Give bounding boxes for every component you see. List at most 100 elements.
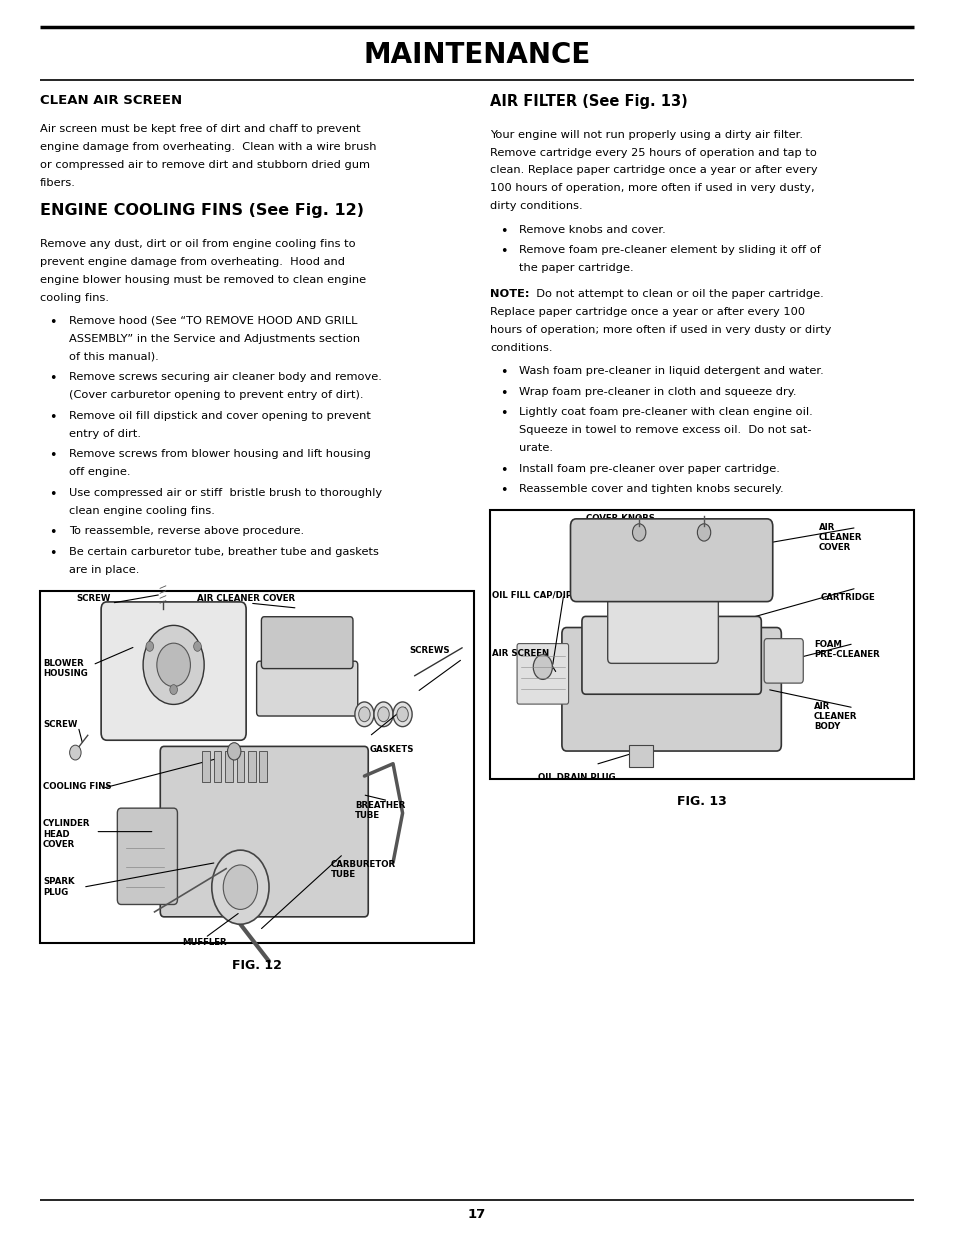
Text: SPARK
PLUG: SPARK PLUG	[43, 877, 74, 897]
Bar	[248, 751, 255, 782]
Text: NOTE:: NOTE:	[490, 289, 529, 299]
Circle shape	[156, 643, 191, 687]
Circle shape	[393, 701, 412, 726]
Text: •: •	[499, 408, 507, 420]
Text: •: •	[499, 246, 507, 258]
Text: •: •	[499, 366, 507, 379]
Text: Remove foam pre-cleaner element by sliding it off of: Remove foam pre-cleaner element by slidi…	[518, 246, 820, 256]
Text: engine blower housing must be removed to clean engine: engine blower housing must be removed to…	[40, 274, 366, 285]
Bar	[213, 751, 221, 782]
Circle shape	[193, 641, 201, 651]
Text: COOLING FINS: COOLING FINS	[43, 782, 112, 792]
Bar	[259, 751, 267, 782]
Text: ENGINE COOLING FINS (See Fig. 12): ENGINE COOLING FINS (See Fig. 12)	[40, 203, 364, 219]
Circle shape	[355, 701, 374, 726]
Text: AIR SCREEN: AIR SCREEN	[492, 648, 549, 657]
Text: Wash foam pre-cleaner in liquid detergent and water.: Wash foam pre-cleaner in liquid detergen…	[518, 366, 822, 375]
Circle shape	[170, 684, 177, 694]
Text: BREATHER
TUBE: BREATHER TUBE	[355, 800, 405, 820]
Bar	[628, 745, 652, 767]
Text: Remove screws securing air cleaner body and remove.: Remove screws securing air cleaner body …	[69, 372, 381, 383]
Text: are in place.: are in place.	[69, 564, 139, 574]
Circle shape	[632, 524, 645, 541]
Text: fibers.: fibers.	[40, 178, 76, 188]
FancyBboxPatch shape	[101, 601, 246, 740]
Text: MAINTENANCE: MAINTENANCE	[363, 41, 590, 69]
Text: FOAM
PRE-CLEANER: FOAM PRE-CLEANER	[813, 640, 879, 659]
Text: Replace paper cartridge once a year or after every 100: Replace paper cartridge once a year or a…	[490, 308, 804, 317]
Circle shape	[212, 850, 269, 924]
Text: •: •	[50, 372, 57, 385]
FancyBboxPatch shape	[160, 746, 368, 916]
Text: clean engine cooling fins.: clean engine cooling fins.	[69, 505, 214, 516]
Circle shape	[146, 641, 153, 651]
FancyBboxPatch shape	[117, 808, 177, 904]
Text: •: •	[499, 484, 507, 498]
Circle shape	[533, 655, 552, 679]
Text: urate.: urate.	[518, 443, 553, 453]
Circle shape	[396, 706, 408, 721]
Text: SCREW: SCREW	[76, 594, 111, 604]
Text: •: •	[50, 526, 57, 540]
FancyBboxPatch shape	[561, 627, 781, 751]
Circle shape	[358, 706, 370, 721]
Text: Air screen must be kept free of dirt and chaff to prevent: Air screen must be kept free of dirt and…	[40, 125, 360, 135]
Text: •: •	[50, 450, 57, 462]
Text: the paper cartridge.: the paper cartridge.	[518, 263, 633, 273]
Text: AIR
CLEANER
COVER: AIR CLEANER COVER	[818, 522, 862, 552]
Circle shape	[377, 706, 389, 721]
FancyBboxPatch shape	[607, 592, 718, 663]
Text: SCREW: SCREW	[43, 720, 77, 730]
Text: BLOWER
HOUSING: BLOWER HOUSING	[43, 658, 88, 678]
Bar	[40, 590, 474, 942]
Text: •: •	[50, 411, 57, 424]
Circle shape	[70, 745, 81, 760]
Text: conditions.: conditions.	[490, 343, 553, 353]
Circle shape	[223, 864, 257, 909]
Text: dirty conditions.: dirty conditions.	[490, 201, 582, 211]
Text: •: •	[50, 488, 57, 501]
Text: Reassemble cover and tighten knobs securely.: Reassemble cover and tighten knobs secur…	[518, 484, 782, 494]
FancyBboxPatch shape	[763, 638, 802, 683]
Circle shape	[143, 625, 204, 704]
Text: OIL FILL CAP/DIPSTICK: OIL FILL CAP/DIPSTICK	[492, 590, 600, 599]
Text: prevent engine damage from overheating.  Hood and: prevent engine damage from overheating. …	[40, 257, 345, 267]
Text: AIR CLEANER COVER: AIR CLEANER COVER	[197, 594, 295, 604]
Text: Install foam pre-cleaner over paper cartridge.: Install foam pre-cleaner over paper cart…	[518, 463, 779, 474]
Text: (Cover carburetor opening to prevent entry of dirt).: (Cover carburetor opening to prevent ent…	[69, 390, 363, 400]
Text: OIL DRAIN PLUG: OIL DRAIN PLUG	[537, 773, 615, 782]
FancyBboxPatch shape	[570, 519, 772, 601]
Text: To reassemble, reverse above procedure.: To reassemble, reverse above procedure.	[69, 526, 303, 536]
Text: GASKETS: GASKETS	[369, 745, 414, 755]
Text: MUFFLER: MUFFLER	[183, 937, 227, 947]
Text: Wrap foam pre-cleaner in cloth and squeeze dry.: Wrap foam pre-cleaner in cloth and squee…	[518, 387, 796, 396]
Text: COVER KNOBS: COVER KNOBS	[585, 514, 654, 522]
Text: hours of operation; more often if used in very dusty or dirty: hours of operation; more often if used i…	[490, 325, 831, 335]
Text: Remove any dust, dirt or oil from engine cooling fins to: Remove any dust, dirt or oil from engine…	[40, 238, 355, 249]
Text: FIG. 13: FIG. 13	[677, 795, 726, 809]
Text: 100 hours of operation, more often if used in very dusty,: 100 hours of operation, more often if us…	[490, 183, 814, 194]
Text: AIR
CLEANER
BODY: AIR CLEANER BODY	[813, 701, 857, 731]
FancyBboxPatch shape	[256, 661, 357, 716]
Bar	[236, 751, 244, 782]
Text: 17: 17	[467, 1208, 486, 1221]
Text: off engine.: off engine.	[69, 467, 130, 477]
FancyBboxPatch shape	[517, 643, 568, 704]
Text: or compressed air to remove dirt and stubborn dried gum: or compressed air to remove dirt and stu…	[40, 161, 370, 170]
Text: CARTRIDGE: CARTRIDGE	[820, 593, 874, 601]
Text: engine damage from overheating.  Clean with a wire brush: engine damage from overheating. Clean wi…	[40, 142, 376, 152]
Text: CARBURETOR
TUBE: CARBURETOR TUBE	[331, 860, 395, 879]
Text: ASSEMBLY” in the Service and Adjustments section: ASSEMBLY” in the Service and Adjustments…	[69, 333, 359, 343]
Circle shape	[374, 701, 393, 726]
Text: •: •	[499, 387, 507, 400]
Text: Do not attempt to clean or oil the paper cartridge.: Do not attempt to clean or oil the paper…	[528, 289, 822, 299]
Text: entry of dirt.: entry of dirt.	[69, 429, 140, 438]
Bar	[490, 510, 913, 779]
Text: •: •	[50, 547, 57, 559]
Text: Remove oil fill dipstick and cover opening to prevent: Remove oil fill dipstick and cover openi…	[69, 411, 370, 421]
Bar	[202, 751, 210, 782]
Text: FIG. 12: FIG. 12	[232, 958, 282, 972]
Text: Lightly coat foam pre-cleaner with clean engine oil.: Lightly coat foam pre-cleaner with clean…	[518, 408, 812, 417]
Text: AIR FILTER (See Fig. 13): AIR FILTER (See Fig. 13)	[490, 94, 687, 109]
Text: Remove cartridge every 25 hours of operation and tap to: Remove cartridge every 25 hours of opera…	[490, 148, 817, 158]
